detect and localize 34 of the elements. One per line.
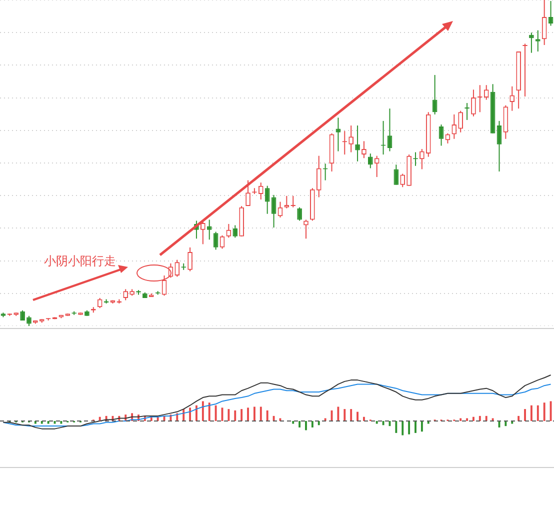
candlestick	[452, 114, 457, 140]
candlestick	[232, 224, 238, 238]
candlestick	[290, 195, 296, 208]
candlestick	[458, 110, 464, 133]
candlestick	[420, 148, 424, 170]
candlestick	[316, 155, 322, 198]
candlestick	[123, 288, 128, 301]
candlestick	[535, 30, 540, 52]
candlestick	[368, 153, 373, 169]
candlestick	[348, 125, 354, 153]
candlestick	[188, 246, 192, 272]
candlestick	[20, 310, 25, 321]
candlestick	[355, 125, 360, 162]
candlestick	[200, 219, 206, 245]
candlestick	[471, 89, 476, 117]
candlestick	[542, 0, 547, 46]
annotation: 小阴小阳行走	[44, 253, 116, 270]
candlestick	[362, 140, 366, 159]
candlestick	[400, 173, 406, 188]
candlestick	[26, 315, 32, 326]
candlestick	[484, 84, 489, 100]
candlestick	[271, 194, 276, 228]
candlestick	[394, 164, 399, 186]
candlestick	[258, 182, 264, 200]
candlestick	[206, 219, 212, 240]
candlestick	[246, 180, 250, 207]
candlestick	[174, 259, 180, 278]
candlestick	[284, 195, 290, 209]
candlestick	[304, 219, 308, 240]
candlestick	[510, 86, 515, 112]
candlestick	[297, 206, 302, 222]
candlestick	[374, 155, 380, 178]
candlestick	[97, 297, 102, 309]
candlestick	[264, 185, 270, 214]
